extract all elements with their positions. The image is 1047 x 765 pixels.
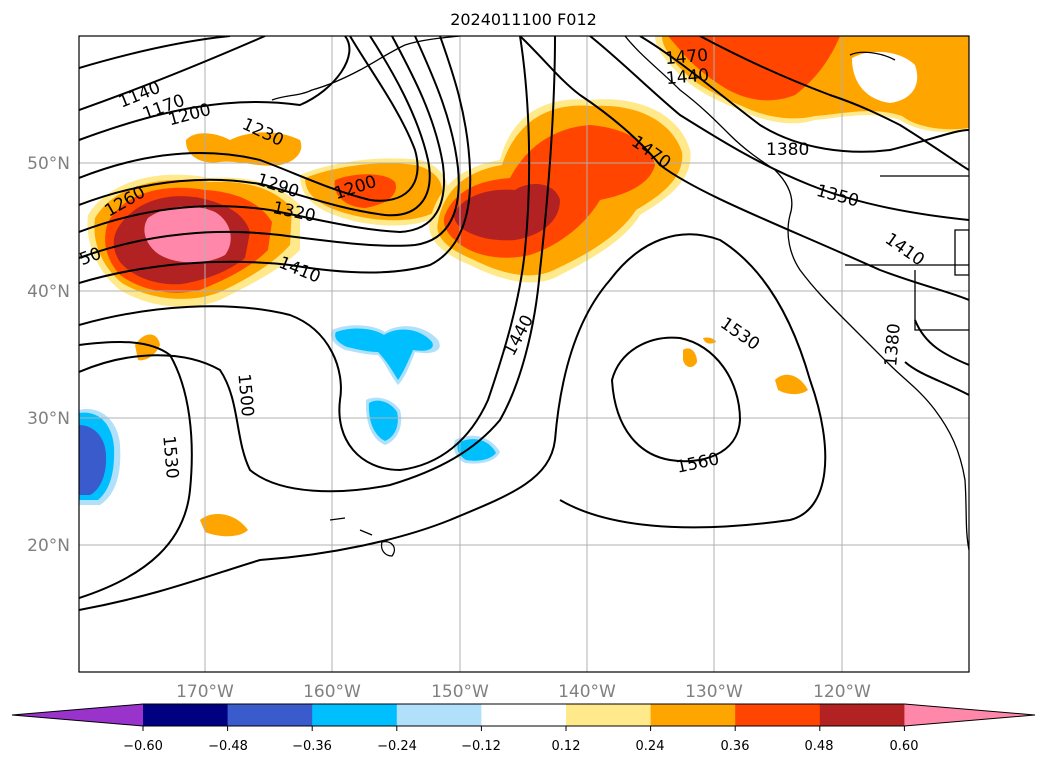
colorbar-segment [312,704,398,726]
colorbar-tick: −0.60 [123,739,163,754]
plot-frame [78,35,970,673]
lat-label: 20°N [27,536,70,556]
lon-label: 150°W [431,682,489,702]
lon-label: 170°W [176,682,234,702]
colorbar-segment [819,704,905,726]
lon-label: 160°W [303,682,361,702]
contour-label: 1380 [766,140,809,160]
colorbar-segment [735,704,821,726]
colorbar-segment [481,704,567,726]
longitude-labels: 170°W 160°W 150°W 140°W 130°W 120°W [176,682,871,702]
colorbar-tick: −0.48 [208,739,248,754]
colorbar-tick: 0.36 [721,739,750,754]
colorbar-segment [566,704,652,726]
colorbar-tick: 0.24 [636,739,665,754]
lat-label: 50°N [27,154,70,174]
lat-label: 30°N [27,409,70,429]
colorbar-tick: 0.12 [552,739,581,754]
contour-label: 1500 [233,373,257,418]
colorbar-tick: −0.24 [377,739,417,754]
contour-label: 1530 [158,435,182,480]
colorbar-extend-high [904,704,1035,726]
colorbar-segment [227,704,313,726]
colorbar [11,703,1036,731]
map-title: 2024011100 F012 [450,10,597,29]
colorbar-tick: 0.60 [890,739,919,754]
colorbar-tick: −0.12 [461,739,501,754]
contour-label: 1440 [665,65,710,89]
colorbar-segment [650,704,736,726]
contour-label: 1470 [664,45,709,69]
colorbar-segment [396,704,482,726]
contour-label: 1380 [881,323,905,368]
colorbar-extend-low [12,704,143,726]
lat-label: 40°N [27,282,70,302]
lon-label: 140°W [558,682,616,702]
graticule [79,36,969,672]
lon-label: 120°W [813,682,871,702]
coastlines [271,36,969,557]
lon-label: 130°W [685,682,743,702]
colorbar-segment [143,704,229,726]
colorbar-tick-labels: −0.60 −0.48 −0.36 −0.24 −0.12 0.12 0.24 … [123,739,918,754]
colorbar-tick: 0.48 [805,739,834,754]
height-contours [79,36,969,611]
latitude-labels: 50°N 40°N 30°N 20°N [27,154,70,556]
colorbar-tick: −0.36 [292,739,332,754]
